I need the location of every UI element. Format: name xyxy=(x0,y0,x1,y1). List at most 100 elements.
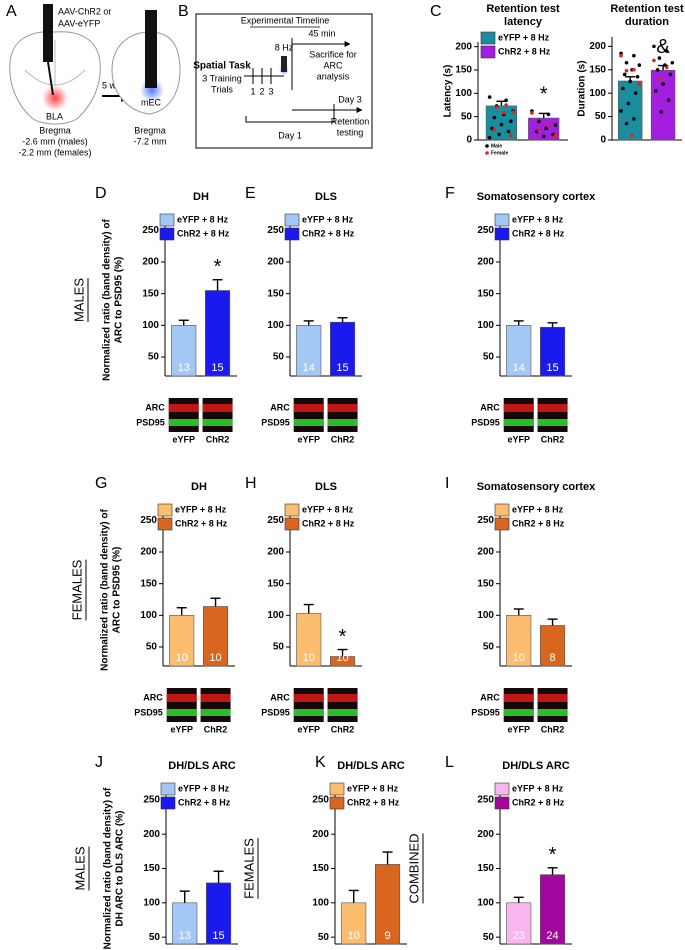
legend-point xyxy=(485,144,489,148)
blot xyxy=(293,398,324,432)
lane-label: eYFP xyxy=(170,724,193,734)
blot-row-label: PSD95 xyxy=(134,707,163,717)
y-tick-label: 100 xyxy=(142,320,159,331)
y-tick-label: 150 xyxy=(455,65,472,76)
legend-swatch xyxy=(160,782,176,796)
bregma-label: Bregma xyxy=(39,125,71,135)
data-point xyxy=(632,117,636,121)
group-label: FEMALES xyxy=(69,559,84,620)
retention-label: Retention xyxy=(331,116,370,126)
n-label: 15 xyxy=(212,930,224,942)
bar xyxy=(203,606,229,667)
data-point xyxy=(546,112,551,117)
data-point xyxy=(546,124,551,128)
legend-swatch xyxy=(159,213,175,227)
n-label: 10 xyxy=(176,652,188,664)
y-tick-label: 100 xyxy=(589,88,606,99)
panel-letter: L xyxy=(445,754,454,771)
y-tick-label: 200 xyxy=(267,547,284,558)
y-tick-label: 150 xyxy=(140,578,157,589)
y-tick-label: 250 xyxy=(143,795,160,806)
panel-letter: D xyxy=(95,185,107,202)
bar xyxy=(172,902,198,945)
blot-row-label: ARC xyxy=(143,692,163,702)
y-tick-label: 150 xyxy=(142,288,159,299)
blot xyxy=(537,398,568,432)
legend-swatch xyxy=(480,31,496,45)
lane-label: eYFP xyxy=(507,724,530,734)
bar xyxy=(650,69,676,141)
panel-letter: H xyxy=(245,475,257,492)
bracket xyxy=(245,116,335,123)
fiber xyxy=(281,56,287,72)
significance: * xyxy=(339,626,347,648)
n-label: 14 xyxy=(303,362,315,374)
data-point xyxy=(632,67,636,72)
n-label: 13 xyxy=(179,930,191,942)
data-point xyxy=(553,123,558,127)
legend-swatch xyxy=(329,796,345,810)
data-point xyxy=(494,105,499,110)
y-axis-label: Normalized ratio (band density) of xyxy=(100,508,111,670)
y-tick-label: 50 xyxy=(148,352,160,363)
lane-label: ChR2 xyxy=(331,724,355,734)
blot-band-psd95 xyxy=(327,419,358,426)
y-tick-label: 200 xyxy=(477,829,494,840)
legend-label: Female xyxy=(491,150,508,156)
data-point xyxy=(652,58,656,63)
data-point xyxy=(668,72,673,77)
chart-title: duration xyxy=(625,16,669,28)
blot-band-arc xyxy=(202,404,233,412)
legend-swatch xyxy=(494,796,510,810)
significance: * xyxy=(549,844,557,866)
panel-letter: C xyxy=(430,3,442,20)
y-axis-label: Latency (s) xyxy=(443,65,454,118)
y-tick-label: 50 xyxy=(595,111,607,122)
day-label: Day 3 xyxy=(338,94,362,104)
y-tick-label: 150 xyxy=(143,863,160,874)
lane-label: eYFP xyxy=(297,434,320,444)
timeline-box xyxy=(195,13,373,149)
task-label: Spatial Task xyxy=(193,61,251,72)
y-tick-label: 150 xyxy=(477,288,494,299)
y-tick-label: 50 xyxy=(149,932,161,943)
data-point xyxy=(653,89,658,93)
group-label: MALES xyxy=(71,278,86,322)
chart-title: latency xyxy=(504,16,543,28)
blot xyxy=(200,688,231,722)
bar xyxy=(171,325,197,377)
y-tick-label: 200 xyxy=(477,547,494,558)
blot-band-psd95 xyxy=(293,419,324,426)
data-point xyxy=(511,110,515,114)
y-tick-label: 200 xyxy=(267,257,284,268)
blot-row-label: ARC xyxy=(270,692,290,702)
blot-row-label: PSD95 xyxy=(261,707,290,717)
legend-swatch xyxy=(160,796,176,810)
y-tick-label: 150 xyxy=(477,863,494,874)
panel-letter: A xyxy=(6,3,17,20)
blot xyxy=(537,688,568,722)
blot-row-label: ARC xyxy=(145,402,165,412)
y-tick-label: 50 xyxy=(273,642,285,653)
data-point xyxy=(553,133,558,138)
data-point xyxy=(633,91,638,95)
y-tick-label: 100 xyxy=(312,897,329,908)
n-label: 14 xyxy=(513,362,525,374)
data-point xyxy=(504,103,508,107)
panel-letter: E xyxy=(245,185,256,202)
site-label: mEC xyxy=(141,97,162,107)
significance: * xyxy=(540,84,548,106)
task-label: 3 Training xyxy=(202,73,242,83)
lane-label: eYFP xyxy=(507,434,530,444)
blot-row-label: ARC xyxy=(480,692,500,702)
bar xyxy=(506,615,532,667)
data-point xyxy=(492,115,497,120)
legend-label: eYFP + 8 Hz xyxy=(512,214,564,224)
lane-label: ChR2 xyxy=(204,724,228,734)
bar xyxy=(375,864,401,945)
legend-label: ChR2 + 8 Hz xyxy=(177,228,230,238)
data-point xyxy=(661,82,665,86)
y-tick-label: 250 xyxy=(267,225,284,236)
n-label: 10 xyxy=(513,652,525,664)
